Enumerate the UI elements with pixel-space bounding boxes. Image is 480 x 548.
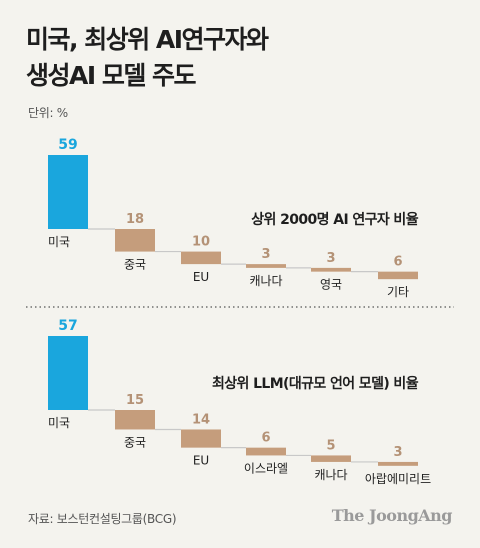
bar-4 (246, 447, 286, 456)
value-label: 18 (126, 212, 144, 227)
title-line-2: 생성AI 모델 주도 (26, 61, 197, 90)
bar-1 (48, 336, 88, 410)
category-label: 캐나다 (314, 468, 347, 482)
chart-subtitle: 상위 2000명 AI 연구자 비율 (251, 211, 418, 228)
category-label: 미국 (48, 235, 70, 249)
bar-2 (115, 229, 155, 252)
bar-2 (115, 410, 155, 430)
category-label: 이스라엘 (244, 461, 288, 475)
value-label: 6 (393, 255, 402, 270)
value-label: 3 (393, 445, 402, 460)
value-label: 3 (326, 251, 335, 266)
value-label: 59 (58, 137, 77, 153)
category-label: 중국 (124, 258, 146, 272)
bar-3 (181, 251, 221, 265)
category-label: 캐나다 (249, 274, 282, 288)
value-label: 10 (192, 235, 210, 250)
value-label: 3 (261, 247, 270, 262)
category-label: EU (193, 270, 209, 284)
bar-5 (311, 455, 351, 462)
source-note: 자료: 보스턴컨설팅그룹(BCG) (28, 512, 177, 526)
unit-label: 단위: % (28, 106, 68, 120)
brand-logo: The JoongAng (331, 506, 453, 525)
bar-6 (378, 461, 418, 466)
value-label: 15 (126, 393, 144, 408)
page-title: 미국, 최상위 AI연구자와 생성AI 모델 주도 (26, 22, 269, 94)
category-label: 미국 (48, 416, 70, 430)
chart-subtitle: 최상위 LLM(대규모 언어 모델) 비율 (212, 375, 419, 392)
value-label: 6 (261, 431, 270, 446)
category-label: 중국 (124, 435, 146, 449)
bar-6 (378, 271, 418, 280)
value-label: 14 (192, 412, 210, 427)
category-label: 기타 (387, 285, 409, 299)
value-label: 5 (326, 438, 335, 453)
title-line-1: 미국, 최상위 AI연구자와 (26, 25, 269, 54)
bar-3 (181, 429, 221, 448)
bar-5 (311, 267, 351, 272)
value-label: 57 (58, 318, 77, 334)
bar-1 (48, 155, 88, 229)
category-label: 영국 (320, 278, 342, 292)
category-label: 아랍에미리트 (365, 472, 431, 486)
bar-4 (246, 264, 286, 268)
category-label: EU (193, 454, 209, 468)
